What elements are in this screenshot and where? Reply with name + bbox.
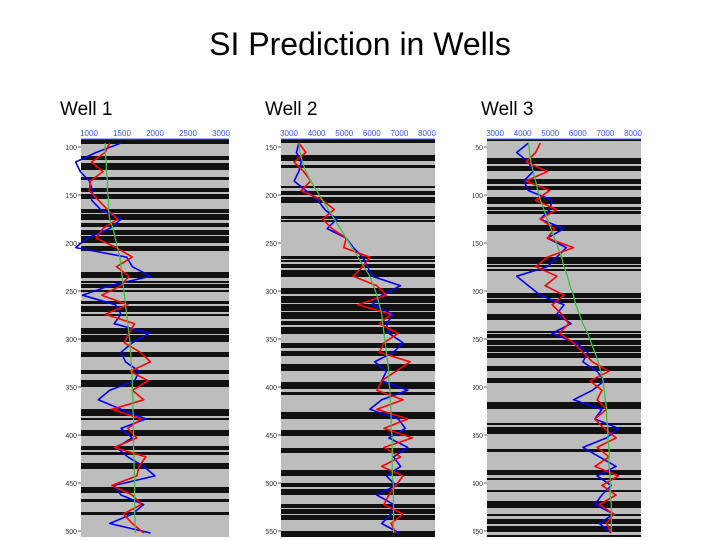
x-tick-label: 3000 [212, 129, 230, 138]
depth-tick-label: 250 [265, 241, 277, 248]
depth-axis: 100 150 200 250 300 350 400 450 500 [65, 145, 81, 536]
x-tick-label: 1500 [113, 129, 131, 138]
well-2-label: Well 2 [265, 99, 318, 120]
depth-tick-label: 350 [65, 385, 77, 392]
x-tick-label: 2000 [146, 129, 164, 138]
x-tick-label: 7000 [597, 129, 615, 138]
series-line-2 [525, 142, 620, 534]
series-line-2 [293, 142, 414, 534]
x-axis: 3000 4000 5000 6000 7000 8000 [486, 129, 642, 140]
depth-tick-label: 350 [265, 337, 277, 344]
x-tick-label: 1000 [80, 129, 98, 138]
page-title: SI Prediction in Wells [209, 26, 511, 62]
well-2-chart: 3000 4000 5000 6000 7000 8000 150 200 250 300 350 4… [265, 129, 436, 537]
series-line-1 [515, 142, 620, 534]
x-tick-label: 4000 [308, 129, 326, 138]
x-tick-label: 3000 [280, 129, 298, 138]
depth-axis: 50 100 150 200 250 300 350 400 450 [473, 145, 487, 536]
x-tick-label: 5000 [541, 129, 559, 138]
depth-tick-label: 250 [65, 289, 77, 296]
depth-tick-label: 400 [65, 433, 77, 440]
depth-axis: 150 200 250 300 350 400 450 500 550 [265, 145, 281, 536]
series-line-1 [293, 142, 409, 534]
well-1-chart: 1000 1500 2000 2500 3000 100 150 200 250 300 350 40… [65, 129, 230, 537]
x-tick-label: 8000 [418, 129, 436, 138]
x-tick-label: 6000 [569, 129, 587, 138]
well-1-panel: 1000 1500 2000 2500 3000 100 150 200 250 300 350 40… [55, 125, 233, 537]
depth-tick-label: 300 [473, 385, 483, 392]
depth-tick-label: 200 [65, 241, 77, 248]
depth-tick-label: 150 [65, 193, 77, 200]
series-line-1 [74, 142, 156, 534]
depth-tick-label: 300 [65, 337, 77, 344]
depth-tick-label: 200 [473, 289, 483, 296]
depth-tick-label: 550 [265, 529, 277, 536]
well-3-chart: 3000 4000 5000 6000 7000 8000 50 100 150 200 250 30… [473, 129, 642, 537]
depth-tick-label: 300 [265, 289, 277, 296]
x-tick-label: 6000 [363, 129, 381, 138]
x-tick-label: 7000 [391, 129, 409, 138]
depth-tick-label: 100 [65, 145, 77, 152]
seismic-background [81, 139, 229, 537]
depth-tick-label: 250 [473, 337, 483, 344]
series-line-3 [298, 142, 395, 533]
depth-tick-label: 400 [265, 385, 277, 392]
series-line-3 [104, 143, 136, 533]
x-tick-label: 4000 [514, 129, 532, 138]
x-tick-label: 2500 [179, 129, 197, 138]
well-3-panel: 3000 4000 5000 6000 7000 8000 50 100 150 200 250 30… [473, 125, 645, 537]
x-axis: 3000 4000 5000 6000 7000 8000 [280, 129, 436, 140]
depth-tick-label: 100 [473, 193, 483, 200]
depth-tick-label: 400 [473, 481, 483, 488]
series-line-3 [527, 142, 612, 533]
well-3-label: Well 3 [481, 99, 534, 120]
well-2-panel: 3000 4000 5000 6000 7000 8000 150 200 250 300 350 4… [262, 125, 440, 537]
depth-tick-label: 450 [265, 433, 277, 440]
seismic-background [281, 139, 435, 537]
x-tick-label: 8000 [624, 129, 642, 138]
x-tick-label: 5000 [335, 129, 353, 138]
depth-tick-label: 150 [265, 145, 277, 152]
depth-tick-label: 450 [65, 481, 77, 488]
depth-tick-label: 450 [473, 529, 483, 536]
depth-tick-label: 350 [473, 433, 483, 440]
depth-tick-label: 500 [265, 481, 277, 488]
depth-tick-label: 50 [475, 145, 483, 152]
depth-tick-label: 150 [473, 241, 483, 248]
series-line-2 [88, 142, 152, 534]
x-axis: 1000 1500 2000 2500 3000 [80, 129, 230, 140]
depth-tick-label: 200 [265, 193, 277, 200]
well-1-label: Well 1 [60, 99, 113, 120]
depth-tick-label: 500 [65, 529, 77, 536]
x-tick-label: 3000 [486, 129, 504, 138]
